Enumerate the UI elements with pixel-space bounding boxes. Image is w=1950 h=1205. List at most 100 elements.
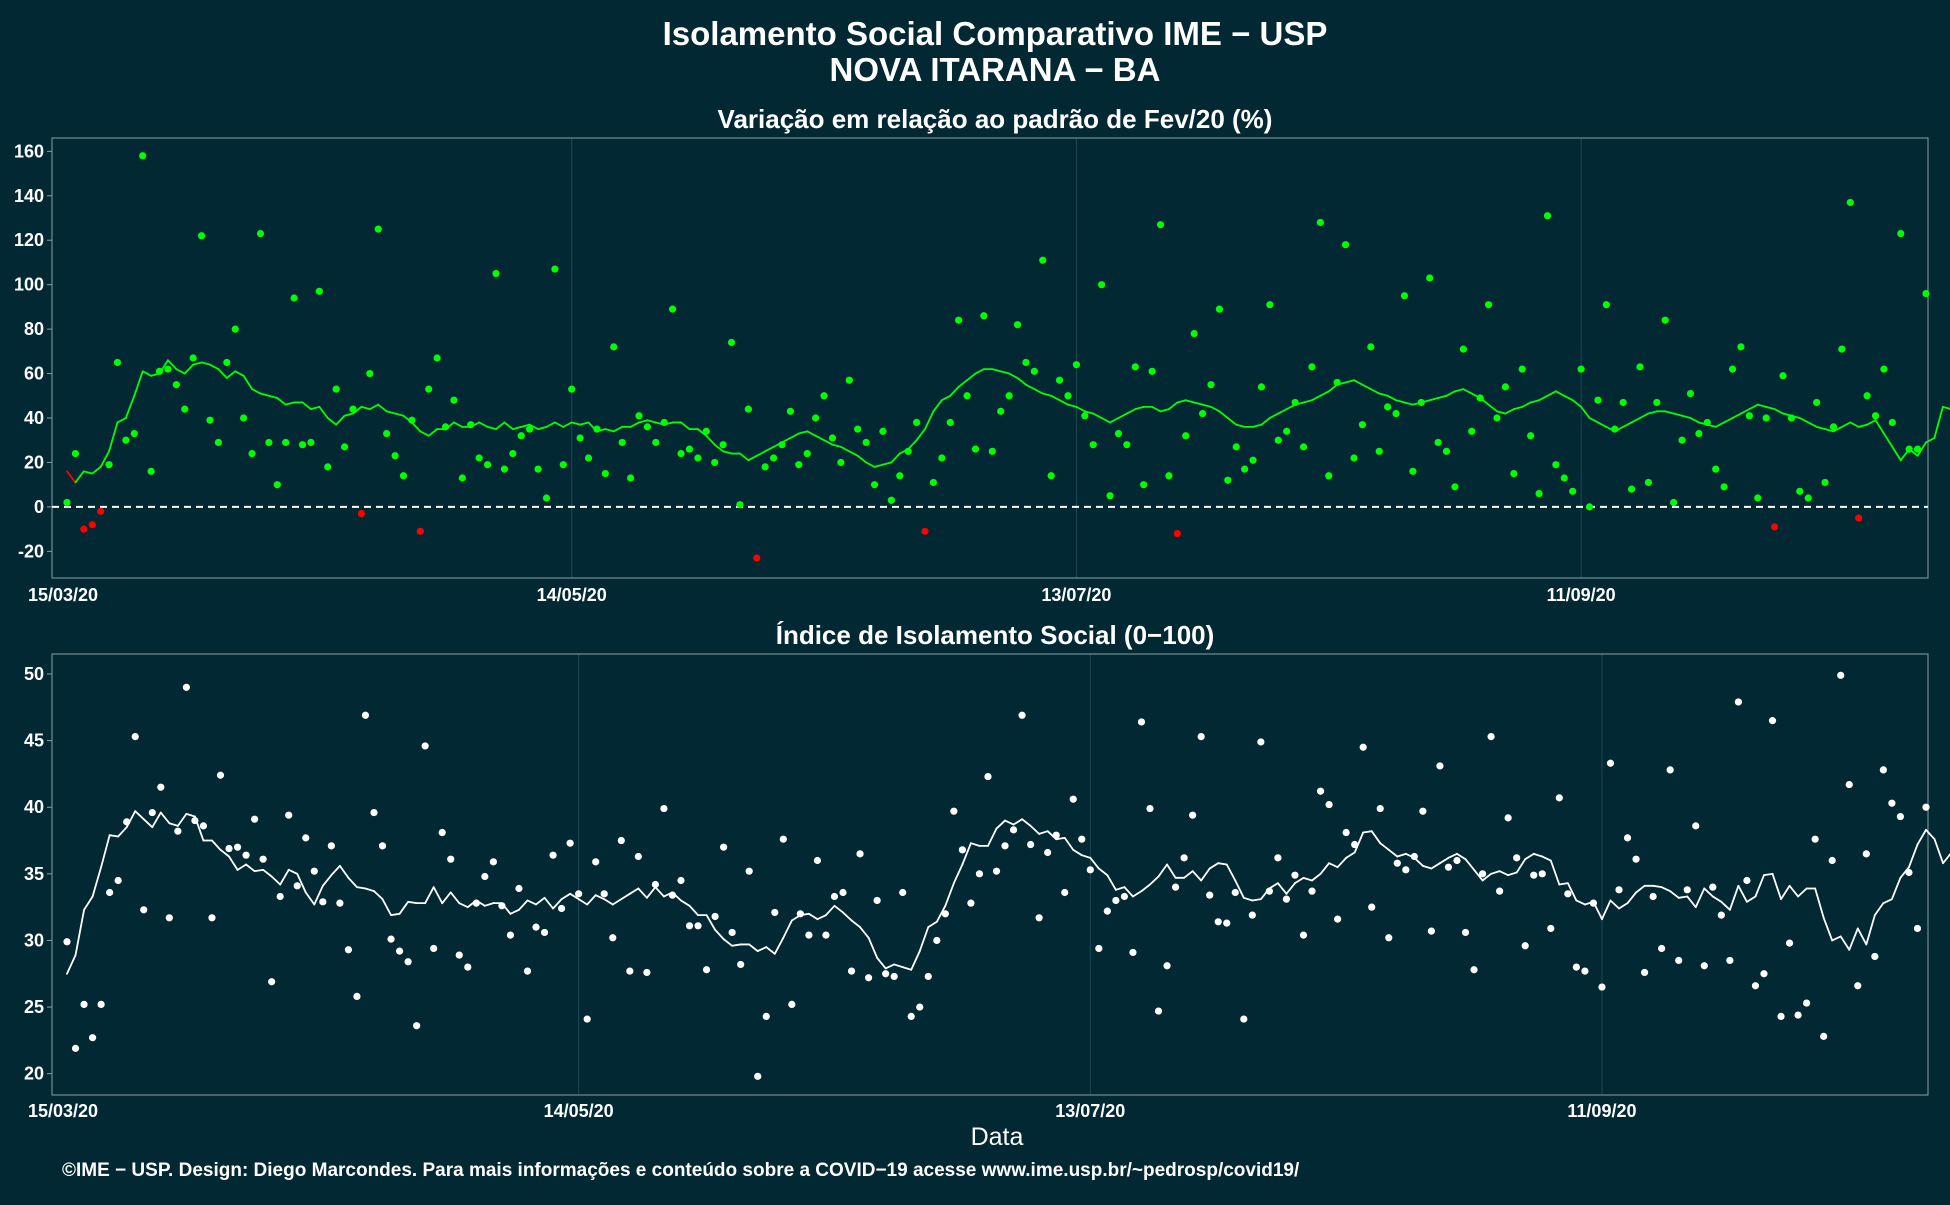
panel2-data-point [1291, 871, 1299, 879]
panel2-ma-segment [1942, 853, 1950, 865]
panel2-ma-segment [432, 886, 444, 905]
panel2-ma-segment [1251, 898, 1262, 902]
panel1-data-point [879, 427, 887, 435]
panel2-ma-segment [1311, 872, 1322, 882]
panel2-ma-segment [620, 892, 631, 901]
panel1-data-point [845, 376, 853, 384]
panel1-ma-segment [1327, 383, 1339, 393]
panel1-data-point [1442, 447, 1451, 455]
panel2-ma-segment [1277, 882, 1288, 895]
panel2-ma-segment [1140, 883, 1151, 893]
panel2-data-point [737, 960, 745, 969]
panel1-data-point [1611, 425, 1619, 433]
panel2-data-point [1248, 911, 1256, 919]
panel2-data-point [1734, 698, 1742, 706]
panel1-data-point [1451, 483, 1459, 491]
panel1-data-point [1434, 438, 1442, 447]
panel1-ma-segment [1117, 412, 1128, 419]
panel1-ma-segment [991, 368, 1002, 373]
panel2-data-point [1649, 892, 1657, 901]
panel2-data-point [941, 910, 949, 918]
panel2-ma-segment [509, 908, 520, 915]
panel1-data-point [408, 416, 416, 424]
panel2-data-point [523, 967, 532, 975]
panel1-data-point [1022, 358, 1030, 367]
panel2-data-point [1811, 835, 1819, 843]
panel2-ma-segment [1703, 887, 1714, 898]
panel1-data-point [618, 438, 626, 447]
panel2-ma-segment [1464, 858, 1475, 871]
panel2-y-tick-label: 30 [24, 930, 44, 950]
panel1-ma-segment [1260, 417, 1271, 426]
panel2-ma-segment [1029, 824, 1041, 835]
panel2-data-point [80, 1000, 88, 1009]
panel2-ma-segment [722, 938, 734, 947]
panel2-data-point [1163, 962, 1171, 970]
panel2-ma-segment [1038, 830, 1049, 835]
panel1-ma-segment [1344, 379, 1355, 384]
panel1-ma-segment [1773, 408, 1784, 415]
panel2-data-point [1572, 963, 1580, 971]
panel1-data-point [753, 554, 761, 562]
panel2-ma-segment [1652, 884, 1663, 889]
panel1-ma-segment [814, 434, 825, 442]
panel1-ma-segment [1723, 417, 1734, 424]
panel1-data-point [1358, 421, 1367, 429]
panel1-data-point [1585, 503, 1594, 511]
panel2-data-point [1615, 886, 1623, 894]
panel2-data-point [1385, 934, 1393, 942]
panel1-data-point [1148, 367, 1156, 375]
panel1-ma-segment [924, 410, 935, 431]
panel1-data-point [1106, 492, 1114, 500]
panel2-data-point [97, 1000, 105, 1009]
panel1-data-point [601, 469, 609, 478]
panel1-data-point [1670, 498, 1678, 507]
panel1-ma-segment [478, 421, 489, 428]
panel1-data-point [366, 369, 374, 378]
panel2-ma-segment [1200, 867, 1211, 882]
panel2-data-point [651, 880, 659, 889]
panel2-data-point [830, 892, 839, 901]
panel2-ma-segment [176, 812, 188, 827]
panel1-data-point [795, 461, 803, 469]
panel1-data-point [1182, 432, 1190, 440]
panel2-data-point [1180, 854, 1188, 862]
panel2-ma-segment [1541, 855, 1552, 862]
panel1-ma-segment [545, 421, 556, 428]
panel2-data-point [216, 771, 225, 779]
panel1-ma-segment [1210, 405, 1221, 413]
panel1-data-point [736, 501, 744, 509]
panel1-data-point [1678, 436, 1686, 444]
panel2-data-point [464, 963, 472, 971]
panel2-data-point [1444, 863, 1453, 871]
panel2-ma-segment [1012, 818, 1023, 826]
panel1-data-point [1123, 441, 1131, 449]
panel2-data-point [1640, 968, 1649, 977]
panel2-ma-segment [714, 928, 725, 941]
panel1-data-point [1762, 414, 1770, 422]
panel2-ma-segment [748, 943, 759, 953]
panel1-ma-segment [310, 405, 321, 411]
panel1-data-point [349, 405, 357, 413]
panel2-ma-segment [142, 818, 154, 829]
panel1-data-point [1535, 489, 1543, 498]
panel2-data-point [370, 808, 378, 817]
panel2-ma-segment [1780, 884, 1791, 901]
panel1-data-point [1392, 409, 1400, 418]
panel1-ma-segment [1798, 417, 1810, 424]
panel2-data-point [1598, 983, 1606, 991]
panel1-ma-segment [705, 434, 716, 446]
panel2-ma-segment [910, 950, 921, 971]
panel2-data-point [847, 967, 856, 975]
panel1-data-point [1291, 398, 1299, 407]
panel1-data-point [1367, 343, 1375, 351]
panel1-data-point [298, 441, 307, 449]
panel1-data-point [1855, 514, 1863, 522]
panel1-ma-segment [966, 372, 977, 382]
panel2-data-point [208, 914, 216, 922]
panel1-data-point [938, 454, 946, 462]
panel2-data-point [344, 946, 353, 954]
panel2-data-point [310, 867, 318, 875]
panel2-ma-segment [1328, 862, 1339, 869]
